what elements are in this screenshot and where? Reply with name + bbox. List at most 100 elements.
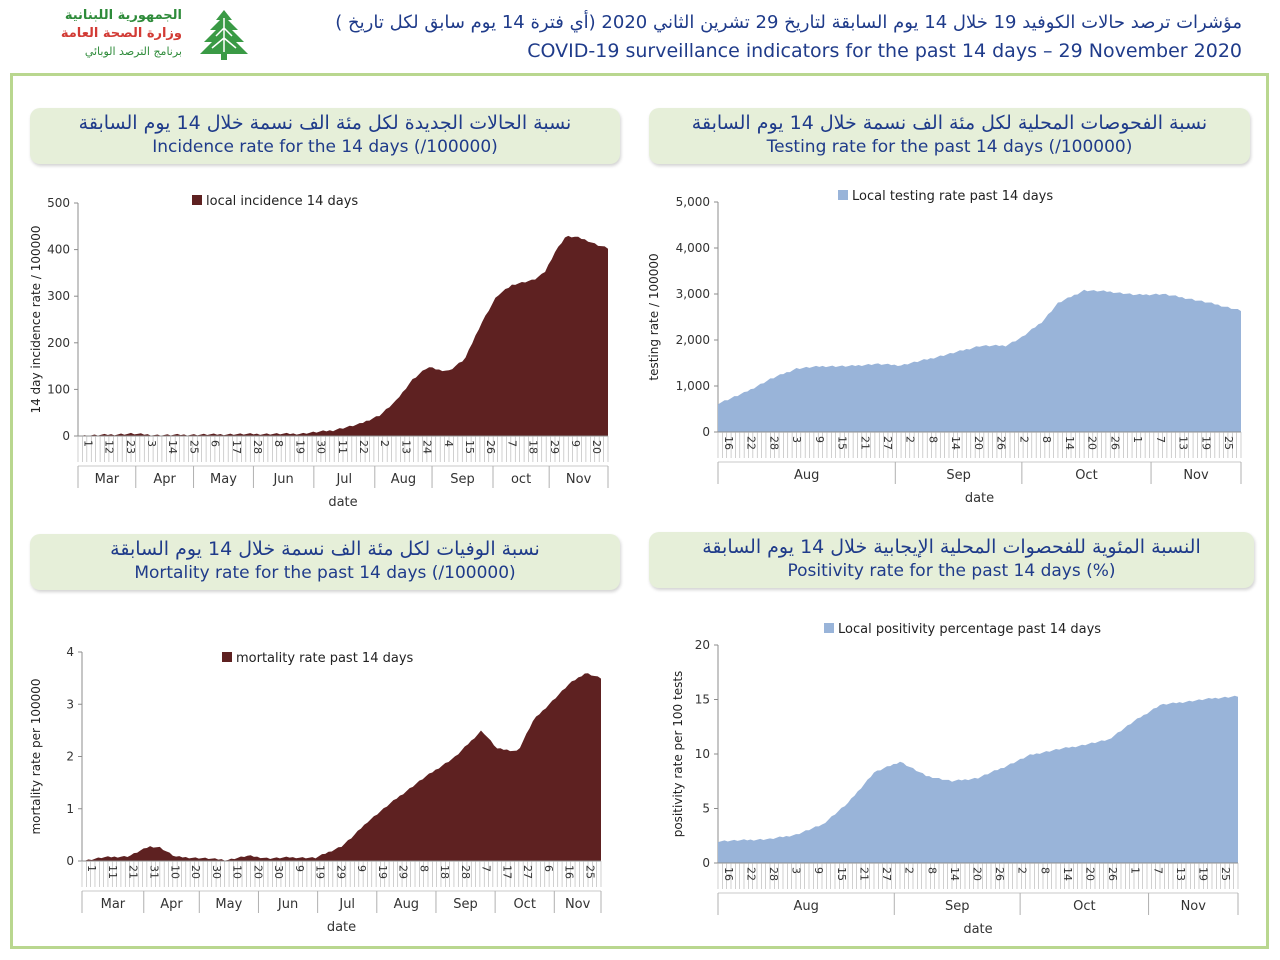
mortality-y-tick-label: 2 — [66, 750, 74, 764]
positivity-x-day-label: 21 — [857, 867, 870, 881]
mortality-y-tick-label: 4 — [66, 645, 74, 659]
incidence-x-day-label: 8 — [272, 440, 285, 447]
mortality-x-day-label: 25 — [583, 865, 596, 879]
testing-x-day-label: 26 — [995, 436, 1008, 450]
testing-x-day-label: 28 — [767, 436, 780, 450]
mortality-x-day-label: 9 — [355, 865, 368, 872]
mortality-x-day-label: 20 — [251, 865, 264, 879]
mortality-y-tick-label: 3 — [66, 697, 74, 711]
testing-x-day-label: 16 — [722, 436, 735, 450]
testing-x-day-label: 13 — [1177, 436, 1190, 450]
testing-x-day-label: 8 — [926, 436, 939, 443]
positivity-legend-swatch — [824, 623, 834, 633]
testing-y-axis-title: testing rate / 100000 — [647, 253, 661, 380]
incidence-x-day-label: 28 — [251, 440, 264, 454]
positivity-x-day-label: 20 — [970, 867, 983, 881]
incidence-x-day-label: 18 — [527, 440, 540, 454]
mortality-x-day-label: 1 — [85, 865, 98, 872]
incidence-x-month-label: Jun — [272, 472, 293, 487]
incidence-x-day-label: 15 — [463, 440, 476, 454]
testing-x-day-label: 14 — [949, 436, 962, 450]
positivity-x-day-label: 19 — [1197, 867, 1210, 881]
incidence-x-day-label: 25 — [187, 440, 200, 454]
testing-y-tick-label: 1,000 — [676, 379, 710, 393]
positivity-legend-label: Local positivity percentage past 14 days — [838, 622, 1101, 637]
mortality-x-day-label: 19 — [314, 865, 327, 879]
positivity-x-month-label: Oct — [1073, 899, 1095, 914]
positivity-x-day-label: 8 — [925, 867, 938, 874]
positivity-y-tick-label: 5 — [702, 802, 710, 816]
positivity-x-day-label: 20 — [1084, 867, 1097, 881]
incidence-chart: 0 100 200 300 400 500 1 12 23 3 14 25 6 17 28 8 19 30 11 22… — [20, 185, 620, 525]
mortality-x-day-label: 21 — [127, 865, 140, 879]
testing-x-day-label: 21 — [858, 436, 871, 450]
testing-y-tick-label: 4,000 — [676, 241, 710, 255]
incidence-x-month-label: Sep — [450, 472, 475, 487]
mortality-x-day-label: 31 — [148, 865, 161, 879]
positivity-x-day-label: 14 — [1061, 867, 1074, 881]
positivity-x-day-label: 26 — [993, 867, 1006, 881]
testing-title-arabic: نسبة الفحوصات المحلية لكل مئة الف نسمة خ… — [691, 112, 1208, 134]
incidence-x-month-label: Jul — [335, 472, 352, 487]
testing-x-axis-title: date — [965, 491, 994, 506]
mortality-legend-label: mortality rate past 14 days — [236, 651, 414, 666]
mortality-area — [82, 673, 601, 861]
positivity-x-day-label: 25 — [1219, 867, 1232, 881]
mortality-chart: 0 1 2 3 4 1 11 21 31 10 20 30 10 20 30 9 19 29 9 19 29 8 18 28 7… — [20, 640, 620, 950]
mortality-x-day-label: 6 — [542, 865, 555, 872]
incidence-title-english: Incidence rate for the 14 days (/100000) — [152, 137, 498, 157]
testing-title-banner: نسبة الفحوصات المحلية لكل مئة الف نسمة خ… — [649, 108, 1250, 164]
incidence-x-day-label: 12 — [103, 440, 116, 454]
testing-x-month-label: Oct — [1075, 468, 1097, 483]
mortality-x-day-label: 16 — [563, 865, 576, 879]
mortality-x-month-label: Aug — [394, 897, 419, 912]
incidence-y-axis-title: 14 day incidence rate / 100000 — [29, 225, 43, 413]
mortality-y-axis-title: mortality rate per 100000 — [29, 678, 43, 834]
incidence-x-day-label: 20 — [590, 440, 603, 454]
testing-x-day-label: 14 — [1063, 436, 1076, 450]
incidence-x-day-label: 24 — [421, 440, 434, 454]
positivity-x-day-label: 1 — [1129, 867, 1142, 874]
testing-y-tick-label: 5,000 — [676, 195, 710, 209]
testing-legend-swatch — [838, 190, 848, 200]
incidence-x-day-label: 1 — [81, 440, 94, 447]
incidence-x-day-label: 22 — [357, 440, 370, 454]
positivity-x-day-label: 27 — [880, 867, 893, 881]
testing-x-day-label: 2 — [1017, 436, 1030, 443]
incidence-x-day-label: 2 — [378, 440, 391, 447]
positivity-title-banner: النسبة المئوية للفحصوات المحلية الإيجابي… — [649, 532, 1254, 588]
mortality-y-tick-label: 0 — [66, 854, 74, 868]
testing-area — [718, 289, 1241, 432]
testing-x-day-label: 25 — [1222, 436, 1235, 450]
positivity-x-day-label: 3 — [790, 867, 803, 874]
testing-chart: 0 1,000 2,000 3,000 4,000 5,000 16 22 28 3 9 15 21 27… — [640, 185, 1255, 515]
incidence-x-day-label: 9 — [569, 440, 582, 447]
logo-republic-text: الجمهورية اللبنانية — [64, 8, 182, 23]
testing-y-tick-label: 3,000 — [676, 287, 710, 301]
positivity-y-tick-label: 15 — [695, 693, 710, 707]
positivity-y-tick-label: 20 — [695, 638, 710, 652]
testing-x-day-label: 3 — [790, 436, 803, 443]
testing-y-tick-label: 0 — [702, 425, 710, 439]
incidence-x-day-label: 26 — [484, 440, 497, 454]
incidence-legend-swatch — [192, 195, 202, 205]
mortality-title-arabic: نسبة الوفيات لكل مئة الف نسمة خلال 14 يو… — [110, 538, 540, 560]
mortality-x-day-label: 8 — [417, 865, 430, 872]
positivity-x-day-label: 15 — [835, 867, 848, 881]
mortality-x-day-label: 29 — [397, 865, 410, 879]
incidence-title-banner: نسبة الحالات الجديدة لكل مئة الف نسمة خل… — [30, 108, 620, 164]
incidence-x-month-label: Mar — [95, 472, 120, 487]
testing-x-day-label: 20 — [972, 436, 985, 450]
mortality-x-day-label: 10 — [168, 865, 181, 879]
mortality-title-banner: نسبة الوفيات لكل مئة الف نسمة خلال 14 يو… — [30, 534, 620, 590]
positivity-x-day-label: 26 — [1106, 867, 1119, 881]
incidence-x-day-label: 23 — [124, 440, 137, 454]
cedar-tree-icon — [200, 10, 248, 60]
incidence-x-day-label: 7 — [505, 440, 518, 447]
positivity-y-tick-label: 10 — [695, 747, 710, 761]
mortality-x-day-label: 30 — [272, 865, 285, 879]
positivity-x-day-label: 22 — [744, 867, 757, 881]
positivity-x-day-label: 7 — [1151, 867, 1164, 874]
incidence-x-axis-title: date — [328, 495, 357, 510]
